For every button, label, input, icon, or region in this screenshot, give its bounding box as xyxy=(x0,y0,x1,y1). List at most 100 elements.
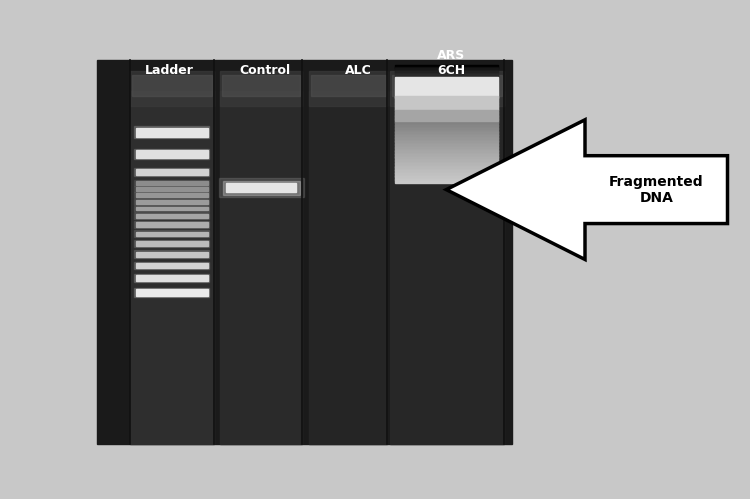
Bar xyxy=(395,169,498,171)
Bar xyxy=(136,263,209,268)
Bar xyxy=(395,70,498,72)
Bar xyxy=(395,96,498,110)
Bar xyxy=(395,71,498,73)
Bar xyxy=(136,200,209,204)
Bar xyxy=(136,193,209,197)
Bar xyxy=(97,60,512,444)
Bar xyxy=(395,77,498,79)
Bar xyxy=(134,288,209,297)
Bar xyxy=(395,147,498,149)
Bar xyxy=(395,87,498,89)
Bar xyxy=(395,141,498,143)
Bar xyxy=(395,159,498,161)
Bar xyxy=(134,261,209,269)
Bar xyxy=(392,75,502,96)
Bar xyxy=(395,118,498,120)
Bar xyxy=(136,187,209,191)
Bar xyxy=(222,75,300,96)
Bar xyxy=(136,128,209,137)
Bar xyxy=(395,94,498,97)
Bar xyxy=(134,206,209,212)
Bar xyxy=(395,113,498,116)
Bar xyxy=(395,135,498,138)
Bar xyxy=(395,162,498,164)
Bar xyxy=(309,91,387,444)
Bar xyxy=(136,207,209,211)
Bar xyxy=(136,181,209,185)
Bar xyxy=(395,116,498,119)
Bar xyxy=(134,199,209,205)
Bar xyxy=(395,83,498,85)
Bar xyxy=(395,80,498,82)
Bar xyxy=(219,178,304,198)
Bar xyxy=(131,75,212,96)
Bar xyxy=(395,131,498,133)
Bar xyxy=(395,100,498,103)
Bar xyxy=(395,125,498,127)
Bar xyxy=(130,91,214,444)
Bar xyxy=(395,84,498,86)
Bar xyxy=(395,137,498,139)
Bar xyxy=(390,91,503,444)
Bar xyxy=(134,240,209,247)
Bar xyxy=(395,178,498,180)
Text: ARS
6CH: ARS 6CH xyxy=(437,49,465,77)
Bar xyxy=(395,163,498,165)
Bar xyxy=(395,132,498,135)
Bar xyxy=(395,150,498,152)
Bar xyxy=(136,215,209,218)
Text: ALC: ALC xyxy=(345,64,371,77)
Bar xyxy=(395,146,498,148)
Bar xyxy=(395,176,498,179)
Bar xyxy=(395,75,498,78)
Bar xyxy=(395,97,498,100)
Bar xyxy=(395,172,498,174)
Bar xyxy=(220,71,302,106)
Bar xyxy=(134,221,209,228)
Bar xyxy=(395,144,498,146)
Bar xyxy=(134,186,209,192)
Bar xyxy=(395,122,498,124)
Bar xyxy=(395,160,498,162)
Bar xyxy=(395,86,498,88)
Bar xyxy=(136,289,209,296)
Bar xyxy=(395,108,498,110)
Bar xyxy=(395,121,498,123)
Bar xyxy=(134,250,209,258)
Bar xyxy=(395,92,498,94)
Bar xyxy=(395,175,498,177)
Bar xyxy=(136,251,209,256)
Bar xyxy=(134,168,209,176)
Bar xyxy=(395,74,498,76)
Bar xyxy=(395,109,498,111)
Bar xyxy=(395,110,498,121)
Bar xyxy=(134,180,209,186)
Bar xyxy=(134,192,209,198)
Bar xyxy=(134,126,209,138)
Bar xyxy=(136,223,209,227)
Bar xyxy=(395,73,498,75)
Bar xyxy=(395,157,498,160)
Text: Fragmented
DNA: Fragmented DNA xyxy=(609,175,703,205)
Bar xyxy=(395,77,498,98)
Bar xyxy=(395,181,498,183)
Bar xyxy=(226,183,296,193)
Bar xyxy=(390,71,503,106)
Bar xyxy=(395,65,498,67)
Bar xyxy=(395,102,498,104)
Bar xyxy=(395,68,498,70)
Bar xyxy=(395,179,498,181)
Bar xyxy=(395,166,498,168)
Bar xyxy=(395,140,498,142)
Text: Control: Control xyxy=(240,64,291,77)
Bar xyxy=(395,156,498,158)
Bar xyxy=(395,143,498,145)
Bar xyxy=(395,89,498,91)
Bar xyxy=(395,130,498,132)
Bar xyxy=(134,231,209,237)
Bar xyxy=(395,154,498,157)
Bar xyxy=(395,124,498,126)
Bar xyxy=(395,138,498,141)
Bar xyxy=(395,105,498,107)
Bar xyxy=(395,165,498,167)
